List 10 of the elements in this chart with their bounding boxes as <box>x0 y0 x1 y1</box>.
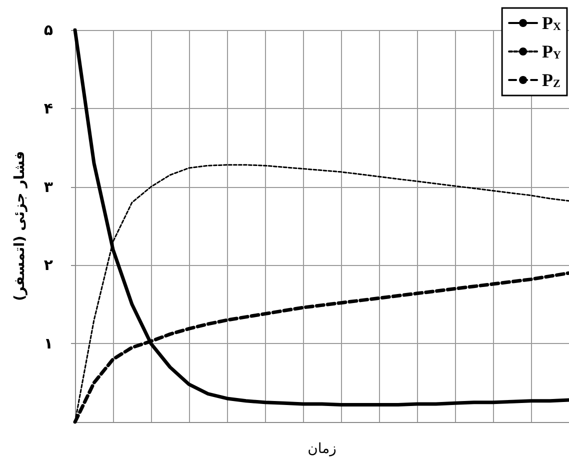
y-tick-label: ۴ <box>44 99 53 118</box>
y-axis-title: فشار جزئی (اتمسفر) <box>12 151 28 301</box>
x-axis-title: زمان <box>308 441 336 457</box>
y-tick-label: ۵ <box>44 21 53 39</box>
y-tick-label: ۳ <box>44 178 53 196</box>
y-tick-label: ۲ <box>44 256 53 274</box>
y-tick-label: ۱ <box>44 334 53 353</box>
legend-label: PX <box>542 13 562 33</box>
legend-label: PY <box>542 42 562 62</box>
legend-label: PZ <box>542 70 560 90</box>
